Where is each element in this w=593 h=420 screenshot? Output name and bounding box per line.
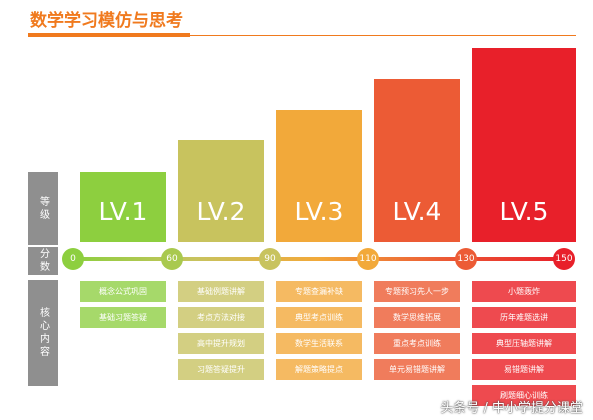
level-bar: LV.5 (472, 48, 576, 242)
score-dot: 130 (455, 248, 477, 270)
content-item: 数学生活联系 (276, 333, 362, 354)
content-item: 典型压轴题讲解 (472, 333, 576, 354)
content-item: 专题预习先人一步 (374, 281, 460, 302)
content-item: 解题策略提点 (276, 359, 362, 380)
score-dot: 0 (62, 248, 84, 270)
content-item: 小题轰炸 (472, 281, 576, 302)
score-dot: 60 (161, 248, 183, 270)
title: 数学学习模仿与思考 (30, 11, 183, 31)
title-underline (28, 33, 190, 37)
score-dot: 90 (259, 248, 281, 270)
content-item: 单元易错题讲解 (374, 359, 460, 380)
level-bar: LV.1 (80, 172, 166, 242)
row-label: 等级 (28, 172, 58, 245)
level-bar: LV.3 (276, 110, 362, 242)
content-item: 专题查漏补缺 (276, 281, 362, 302)
content-item: 概念公式巩固 (80, 281, 166, 302)
content-item: 高中提升规划 (178, 333, 264, 354)
content-item: 历年难题选讲 (472, 307, 576, 328)
score-line (73, 257, 564, 261)
content-item: 基础例题讲解 (178, 281, 264, 302)
content-item: 数学思维拓展 (374, 307, 460, 328)
level-bar: LV.2 (178, 140, 264, 242)
content-item: 刷题细心训练 (472, 385, 576, 406)
row-label: 核心内容 (28, 280, 58, 386)
score-dot: 150 (553, 248, 575, 270)
row-label: 分数 (28, 247, 58, 275)
watermark: 头条号 / 中小学提分课堂 (440, 401, 583, 416)
content-item: 基础习题答疑 (80, 307, 166, 328)
title-rule (190, 35, 576, 36)
content-item: 习题答疑提升 (178, 359, 264, 380)
content-item: 易错题讲解 (472, 359, 576, 380)
score-dot: 110 (357, 248, 379, 270)
level-bar: LV.4 (374, 79, 460, 242)
content-item: 重点考点训练 (374, 333, 460, 354)
content-item: 典型考点训练 (276, 307, 362, 328)
content-item: 考点方法对接 (178, 307, 264, 328)
